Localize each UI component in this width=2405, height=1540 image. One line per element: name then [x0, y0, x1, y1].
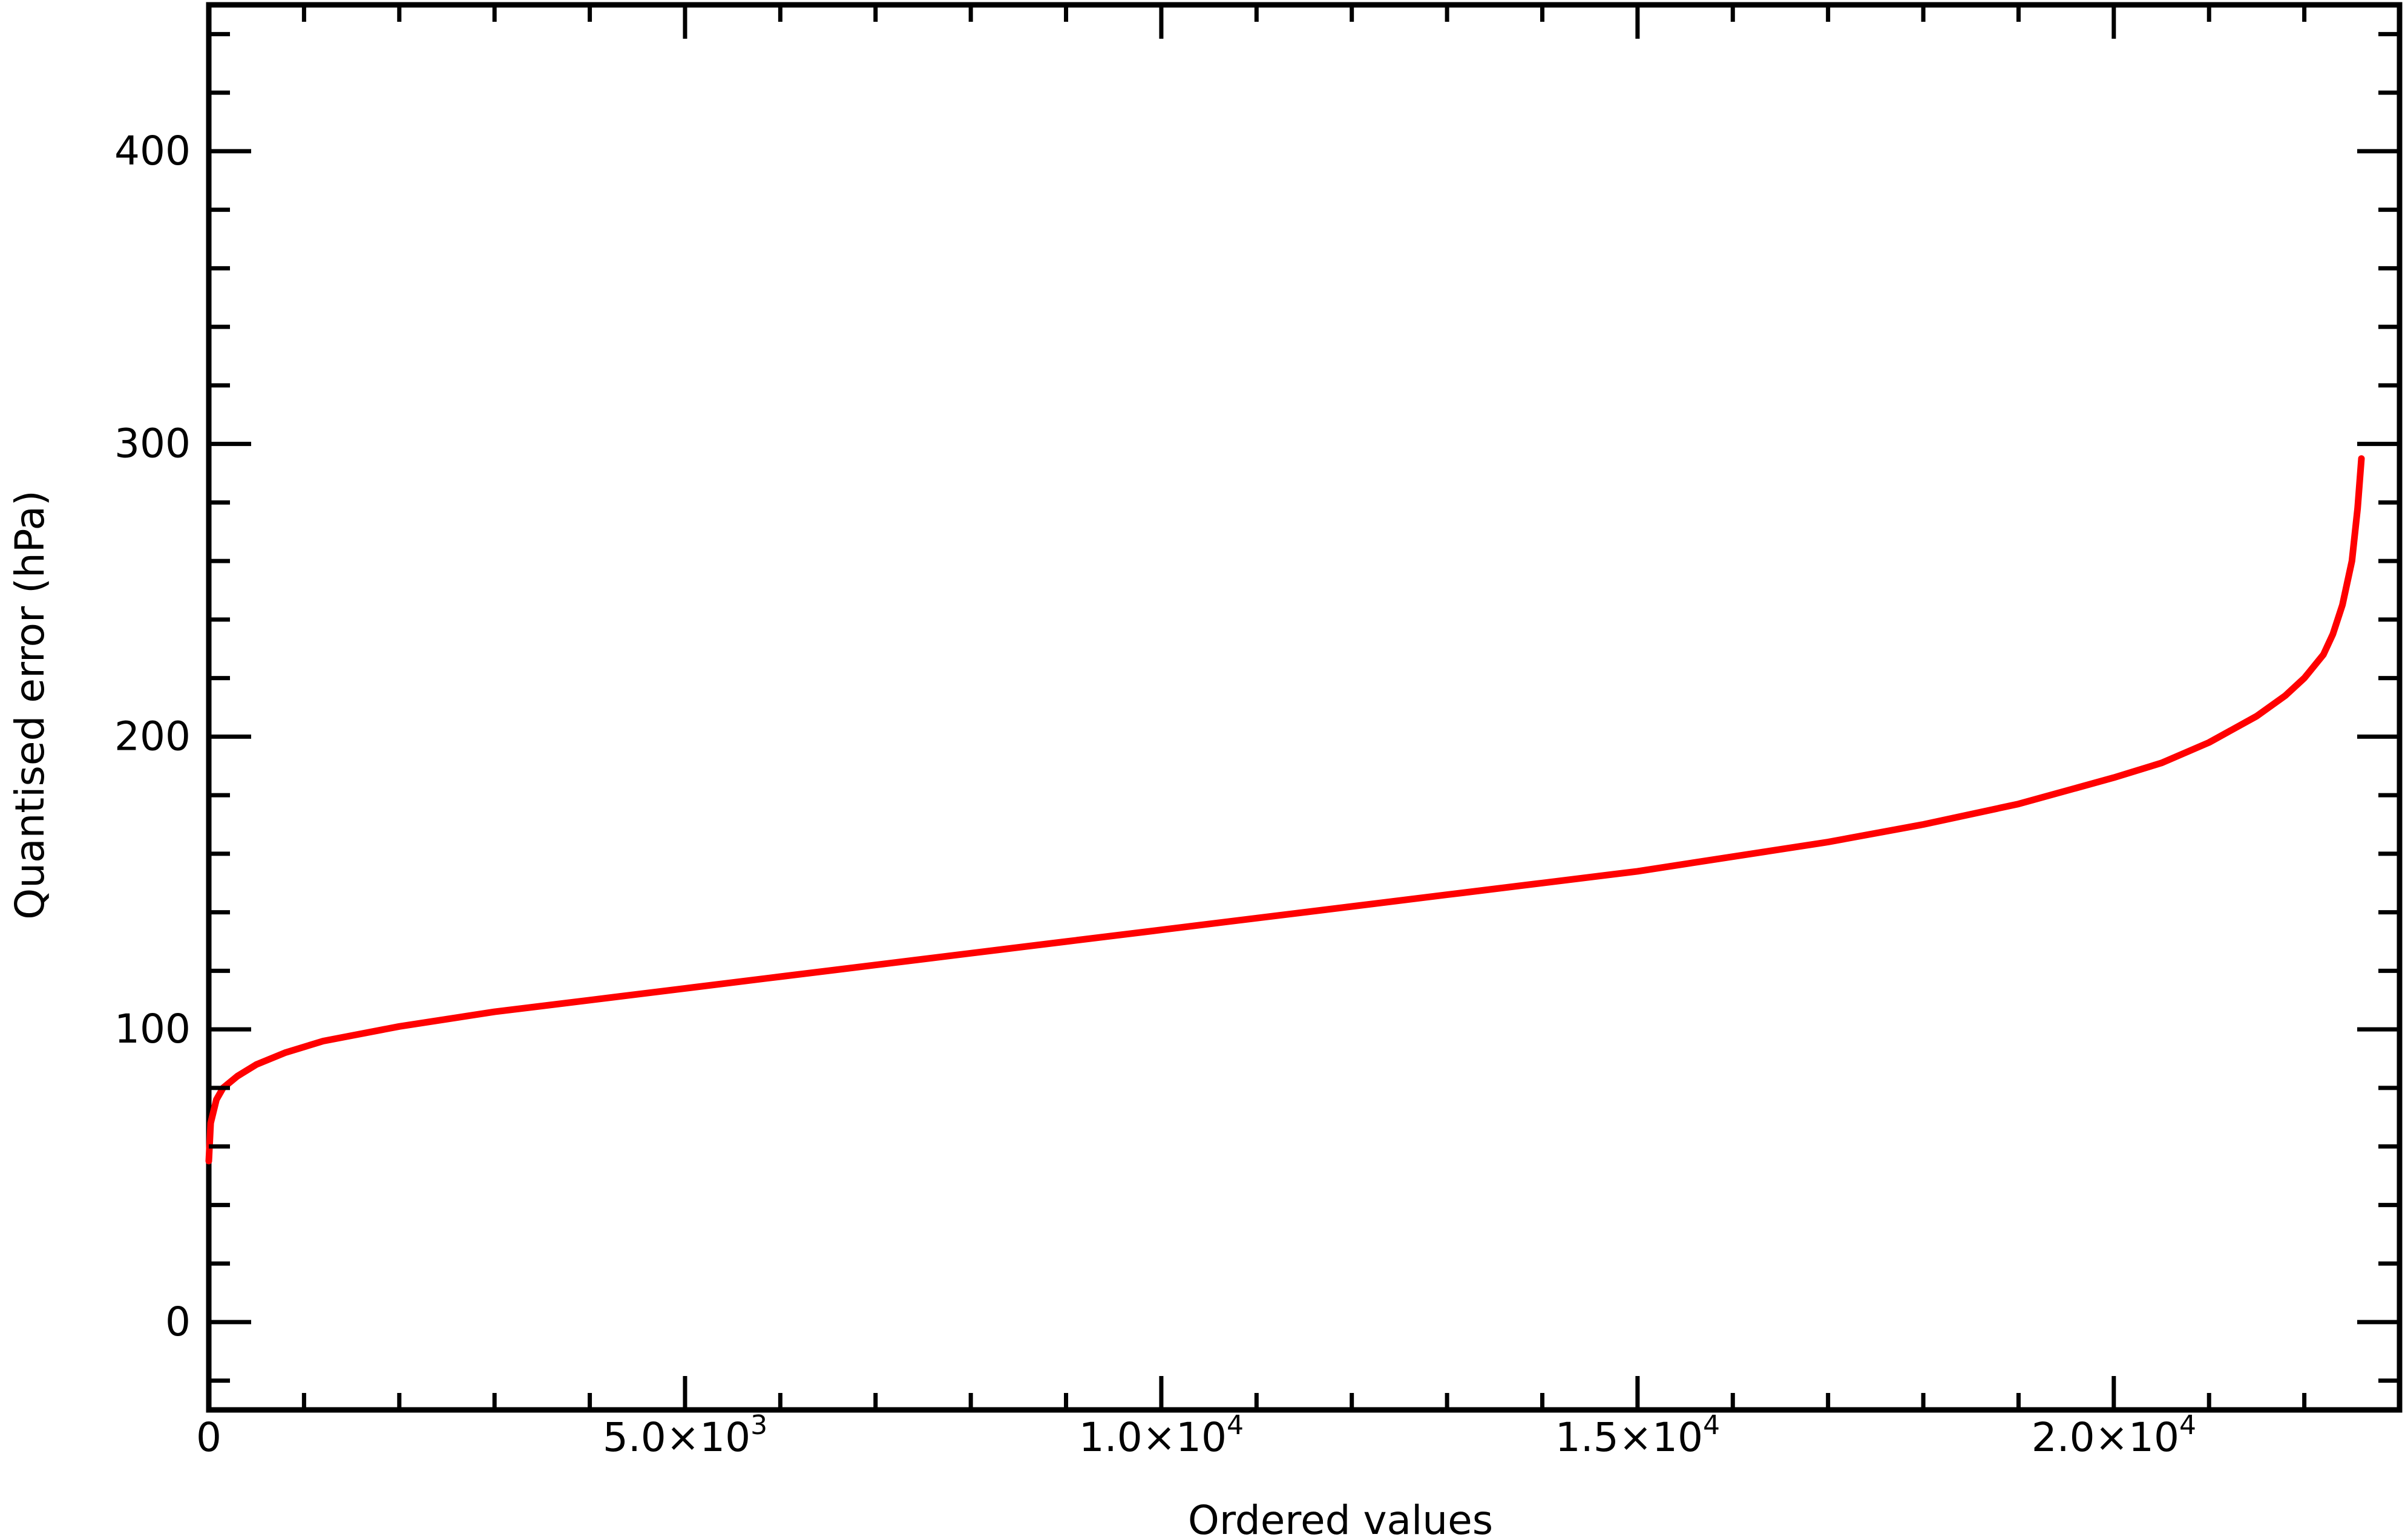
x-tick-label-mantissa: 2.0×10 — [2032, 1414, 2179, 1461]
axes-frame — [206, 2, 2403, 1413]
y-axis-label: Quantised error (hPa) — [7, 490, 53, 920]
x-tick-label: 0 — [196, 1414, 221, 1461]
plot-frame — [206, 2, 2403, 1413]
x-tick-label: 5.0×103 — [603, 1410, 767, 1461]
y-tick-label: 100 — [114, 1006, 191, 1052]
x-tick-label-mantissa: 0 — [196, 1414, 221, 1461]
y-tick-label: 0 — [165, 1299, 191, 1345]
y-tick-label: 300 — [114, 421, 191, 467]
x-tick-label-mantissa: 5.0×10 — [603, 1414, 750, 1461]
y-axis-ticks: 0 100 200 300 400 — [114, 31, 2400, 1383]
series-line — [205, 455, 2365, 1165]
x-tick-label-exponent: 3 — [750, 1410, 767, 1441]
x-axis-label: Ordered values — [1188, 1497, 1493, 1540]
x-tick-label: 1.0×104 — [1079, 1410, 1244, 1461]
x-tick-label-exponent: 4 — [1227, 1410, 1244, 1441]
y-tick-label: 200 — [114, 713, 191, 759]
x-tick-label: 2.0×104 — [2032, 1410, 2196, 1461]
x-tick-label: 1.5×104 — [1555, 1410, 1720, 1461]
x-axis-ticks: 0 5.0×103 1.0×104 1.5×104 2.0×104 — [196, 5, 2402, 1461]
x-tick-label-mantissa: 1.0×10 — [1079, 1414, 1227, 1461]
x-tick-label-mantissa: 1.5×10 — [1555, 1414, 1703, 1461]
x-tick-label-exponent: 4 — [2179, 1410, 2196, 1441]
x-tick-label-exponent: 4 — [1703, 1410, 1720, 1441]
y-tick-label: 400 — [114, 128, 191, 174]
series-layer — [205, 455, 2365, 1165]
